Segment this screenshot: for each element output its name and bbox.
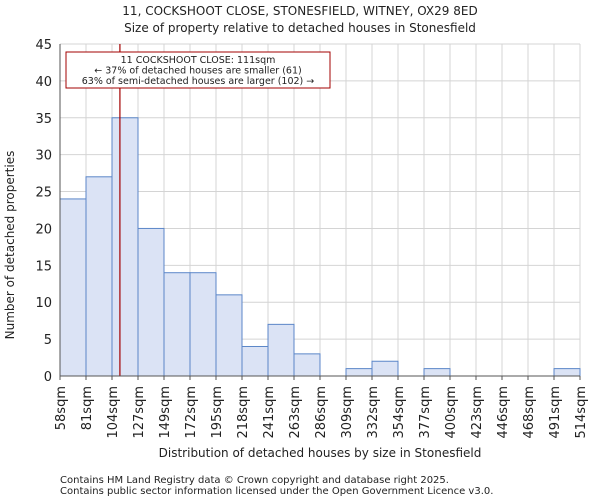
annotation-box [65,51,331,89]
x-tick-label: 172sqm [184,386,199,439]
footer-line-2: Contains public sector information licen… [60,486,493,497]
x-tick-label: 149sqm [158,386,173,439]
annotation-line: 63% of semi-detached houses are larger (… [82,76,315,87]
histogram-bar [189,272,217,377]
histogram-bar [137,227,165,377]
y-tick-label: 15 [35,259,52,274]
y-tick-label: 30 [35,149,52,164]
histogram-bar [371,360,399,377]
histogram-bar [553,368,581,377]
x-tick-label: 309sqm [340,386,355,439]
y-tick-label: 45 [35,38,52,53]
y-tick-label: 40 [35,75,52,90]
x-tick-label: 514sqm [574,386,589,439]
footer-line-1: Contains HM Land Registry data © Crown c… [60,475,449,486]
x-tick-label: 446sqm [496,386,511,439]
property-marker: 11 COCKSHOOT CLOSE: 111sqm← 37% of detac… [65,44,331,376]
x-tick-label: 468sqm [522,386,537,439]
histogram-bar [59,198,87,377]
x-tick-label: 241sqm [262,386,277,439]
x-tick-label: 354sqm [392,386,407,439]
histogram-bar [85,176,113,377]
x-axis-label: Distribution of detached houses by size … [159,446,482,460]
x-tick-label: 263sqm [288,386,303,439]
chart-subtitle: Size of property relative to detached ho… [124,21,476,35]
y-tick-label: 20 [35,222,52,237]
annotation-line: ← 37% of detached houses are smaller (61… [94,66,301,77]
y-axis-label: Number of detached properties [3,151,17,340]
x-tick-label: 58sqm [54,386,69,430]
x-tick-label: 195sqm [210,386,225,439]
x-tick-label: 491sqm [548,386,563,439]
y-tick-label: 5 [44,333,52,348]
x-tick-label: 400sqm [444,386,459,439]
x-tick-label: 332sqm [366,386,381,439]
histogram-bar [163,272,191,377]
bars-layer [59,117,581,377]
y-tick-label: 10 [35,296,52,311]
histogram-bar [241,345,269,377]
chart-title: 11, COCKSHOOT CLOSE, STONESFIELD, WITNEY… [122,4,477,18]
x-tick-label: 377sqm [418,386,433,439]
x-tick-label: 286sqm [314,386,329,439]
x-tick-label: 423sqm [470,386,485,439]
y-tick-label: 25 [35,186,52,201]
histogram-bar [345,368,373,377]
x-tick-label: 218sqm [236,386,251,439]
histogram-bar [215,294,243,377]
x-tick-label: 81sqm [80,386,95,430]
annotation-line: 11 COCKSHOOT CLOSE: 111sqm [121,55,276,66]
x-tick-label: 127sqm [132,386,147,439]
histogram-bar [423,368,451,377]
histogram-bar [111,117,139,377]
histogram-bar [293,353,321,377]
axes-layer: 0 5 10 15 20 25 30 35 40 45 58sqm 81sqm 104sqm 127sqm… [35,38,589,439]
x-tick-label: 104sqm [106,386,121,439]
y-tick-label: 35 [35,112,52,127]
y-tick-label: 0 [44,370,52,385]
histogram-bar [267,323,295,377]
